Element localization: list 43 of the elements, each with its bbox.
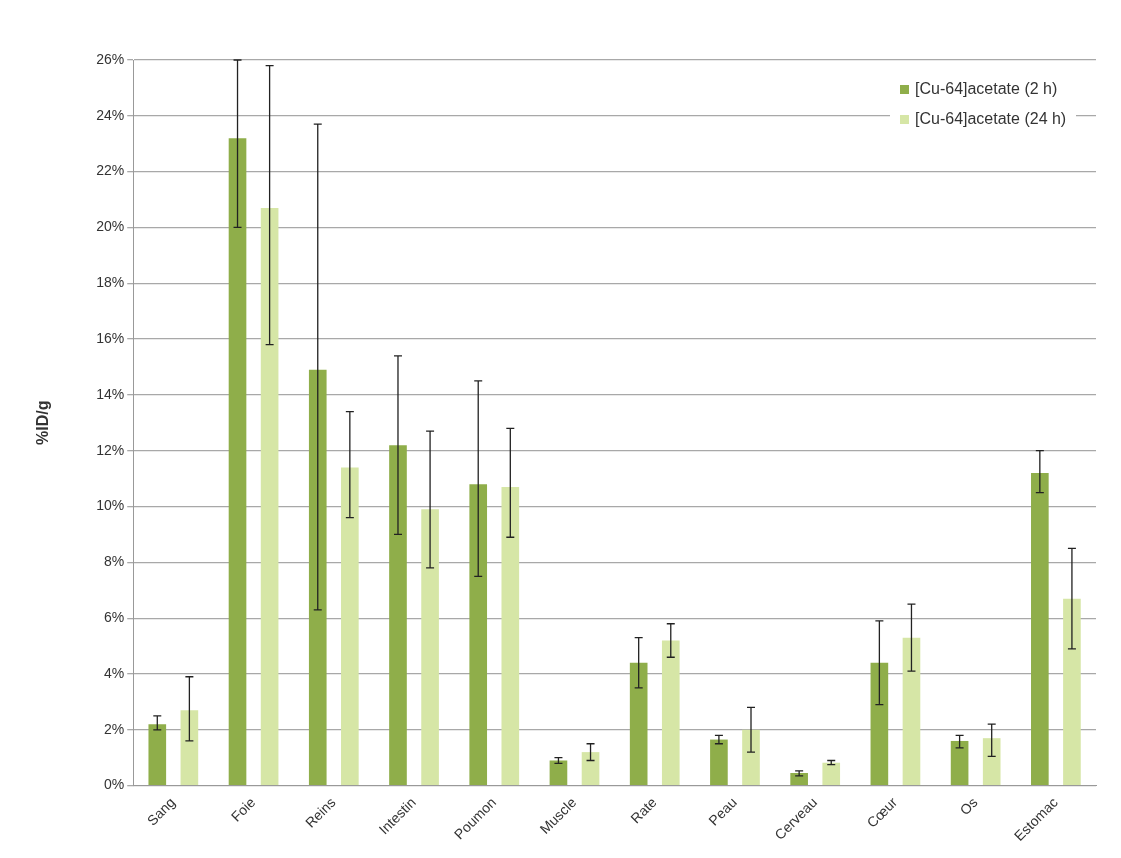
bar — [710, 739, 728, 785]
x-tick-label: Os — [956, 794, 981, 819]
y-tick-label: 0% — [103, 776, 125, 793]
bar — [260, 207, 279, 785]
bar — [790, 773, 808, 785]
bar — [822, 762, 841, 785]
y-tick-label: 24% — [96, 106, 125, 123]
bar — [1031, 473, 1049, 785]
bar — [982, 738, 1001, 785]
y-tick-label: 22% — [96, 162, 125, 179]
y-tick-label: 12% — [96, 441, 125, 458]
y-tick-label: 14% — [96, 385, 125, 402]
bar — [308, 369, 327, 785]
bar — [950, 740, 969, 785]
y-tick-label: 26% — [96, 50, 125, 67]
x-tick-label: Foie — [227, 793, 259, 825]
y-tick-label: 10% — [96, 497, 125, 514]
y-tick-label: 2% — [103, 720, 125, 737]
bar — [902, 637, 921, 785]
y-tick-label: 18% — [96, 274, 125, 291]
y-tick-label: 16% — [96, 329, 125, 346]
bar — [228, 138, 247, 785]
legend-label: [Cu-64]acetate (2 h) — [915, 80, 1058, 97]
bar — [1063, 598, 1081, 785]
y-tick-label: 20% — [96, 218, 125, 235]
bar — [421, 509, 439, 785]
legend-label: [Cu-64]acetate (24 h) — [915, 110, 1067, 127]
bar — [469, 484, 488, 785]
y-tick-label: 4% — [103, 664, 125, 681]
bar — [742, 729, 760, 785]
y-tick-label: 8% — [103, 553, 125, 570]
bar — [629, 662, 648, 785]
y-tick-label: 6% — [103, 609, 125, 626]
y-axis-title: %ID/g — [34, 400, 52, 446]
bar — [341, 467, 359, 785]
bar — [581, 752, 600, 785]
bar — [389, 445, 407, 785]
bar — [148, 724, 167, 785]
bar — [501, 486, 520, 785]
bar — [661, 640, 680, 785]
bar — [549, 760, 568, 785]
bar — [870, 662, 889, 785]
bar — [180, 710, 199, 785]
